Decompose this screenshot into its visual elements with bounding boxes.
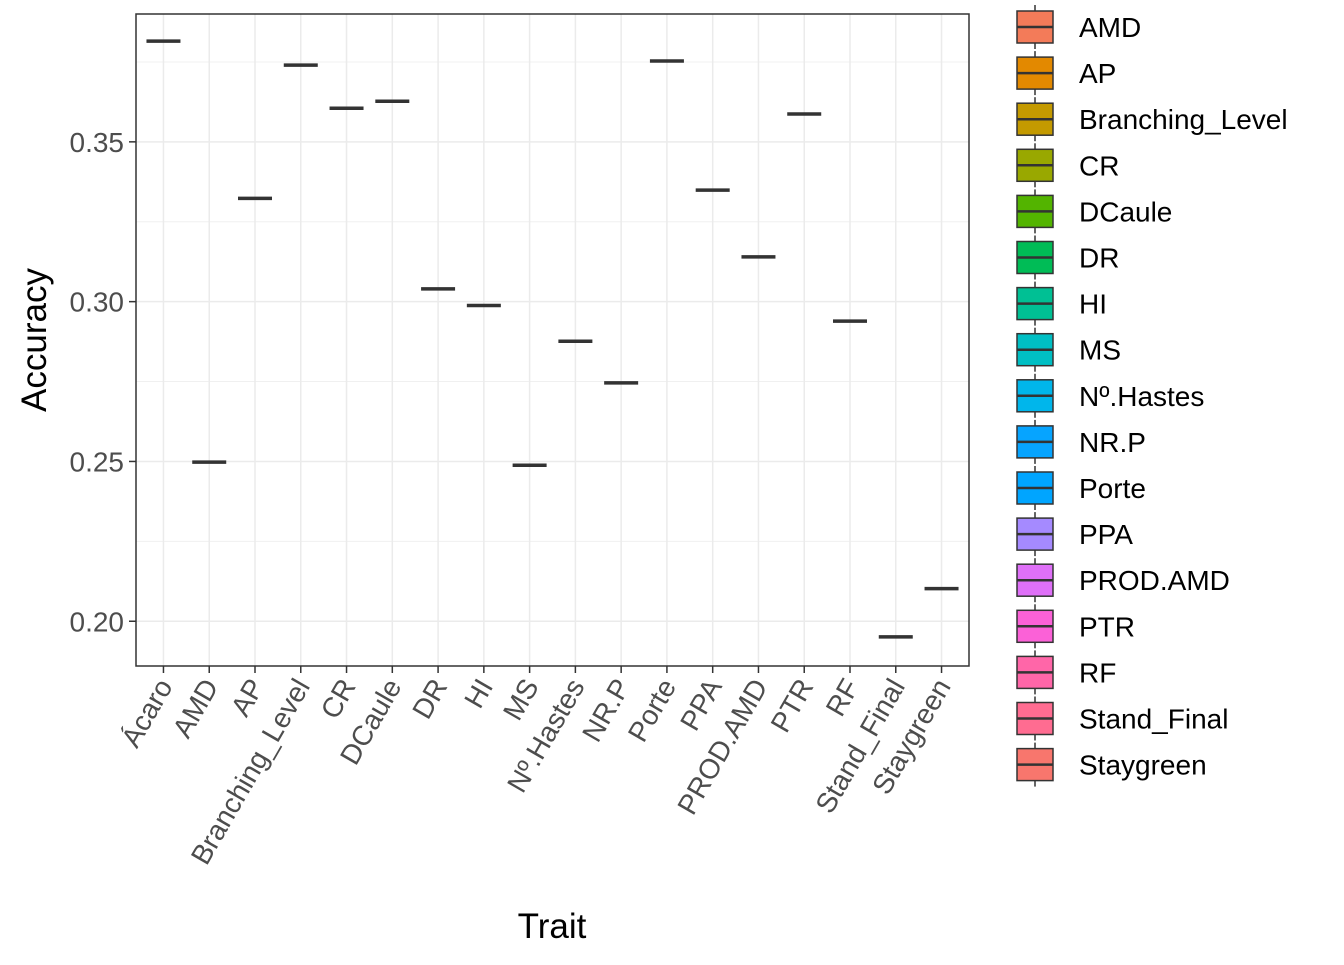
legend-label: Branching_Level bbox=[1079, 104, 1288, 135]
y-tick-label: 0.30 bbox=[70, 287, 125, 318]
legend-key-11 bbox=[1016, 512, 1054, 557]
legend-label: AMD bbox=[1079, 12, 1141, 43]
legend-key-12 bbox=[1016, 558, 1054, 603]
x-tick-label: CR bbox=[315, 674, 362, 725]
legend-key-9 bbox=[1016, 419, 1054, 464]
y-tick-label: 0.35 bbox=[70, 127, 125, 158]
legend-key-8 bbox=[1016, 373, 1054, 418]
legend-label: Stand_Final bbox=[1079, 704, 1228, 735]
legend-label: RF bbox=[1079, 657, 1116, 688]
x-tick-label: NR.P bbox=[576, 674, 636, 747]
x-tick-label: Ácaro bbox=[115, 674, 178, 753]
legend-key-14 bbox=[1016, 650, 1054, 695]
legend-key-15 bbox=[1016, 696, 1054, 741]
y-axis-title: Accuracy bbox=[15, 268, 54, 412]
x-tick-label: DR bbox=[406, 674, 453, 725]
grid-lines bbox=[136, 14, 969, 666]
legend-label: NR.P bbox=[1079, 427, 1146, 458]
y-axis: 0.20 0.25 0.30 0.35 bbox=[70, 127, 136, 637]
legend-label: CR bbox=[1079, 150, 1119, 181]
legend-label: DR bbox=[1079, 243, 1119, 274]
legend-key-3 bbox=[1016, 143, 1054, 188]
x-tick-label: PTR bbox=[765, 674, 820, 738]
x-axis-title: Trait bbox=[518, 907, 587, 946]
legend-label: Nº.Hastes bbox=[1079, 381, 1204, 412]
legend-label: HI bbox=[1079, 289, 1107, 320]
x-tick-label: RF bbox=[820, 674, 866, 722]
legend-key-6 bbox=[1016, 281, 1054, 326]
boxplot-marks bbox=[146, 39, 959, 639]
legend-label: PTR bbox=[1079, 611, 1135, 642]
x-tick-label: AP bbox=[225, 674, 271, 722]
legend-key-2 bbox=[1016, 97, 1054, 142]
legend-label: MS bbox=[1079, 335, 1121, 366]
legend-label: PPA bbox=[1079, 519, 1133, 550]
legend-key-10 bbox=[1016, 466, 1054, 510]
x-tick-label: Porte bbox=[622, 674, 682, 747]
legend-key-0 bbox=[1016, 5, 1054, 49]
legend-key-7 bbox=[1016, 327, 1054, 372]
legend-label: PROD.AMD bbox=[1079, 565, 1230, 596]
legend: AMD AP Branching_Level CR DCaule DR HI MS Nº.Has… bbox=[1016, 5, 1288, 787]
legend-label: Porte bbox=[1079, 473, 1146, 504]
legend-label: DCaule bbox=[1079, 196, 1172, 227]
legend-key-13 bbox=[1016, 604, 1054, 649]
y-tick-label: 0.20 bbox=[70, 606, 125, 637]
legend-key-4 bbox=[1016, 189, 1054, 234]
plot-panel-border bbox=[135, 13, 970, 667]
x-tick-label: HI bbox=[458, 674, 499, 714]
legend-key-16 bbox=[1016, 742, 1054, 787]
legend-key-5 bbox=[1016, 235, 1054, 280]
y-tick-label: 0.25 bbox=[70, 446, 125, 477]
x-tick-label: AMD bbox=[166, 674, 224, 743]
legend-label: AP bbox=[1079, 58, 1116, 89]
legend-key-1 bbox=[1016, 51, 1054, 96]
legend-label: Staygreen bbox=[1079, 750, 1207, 781]
